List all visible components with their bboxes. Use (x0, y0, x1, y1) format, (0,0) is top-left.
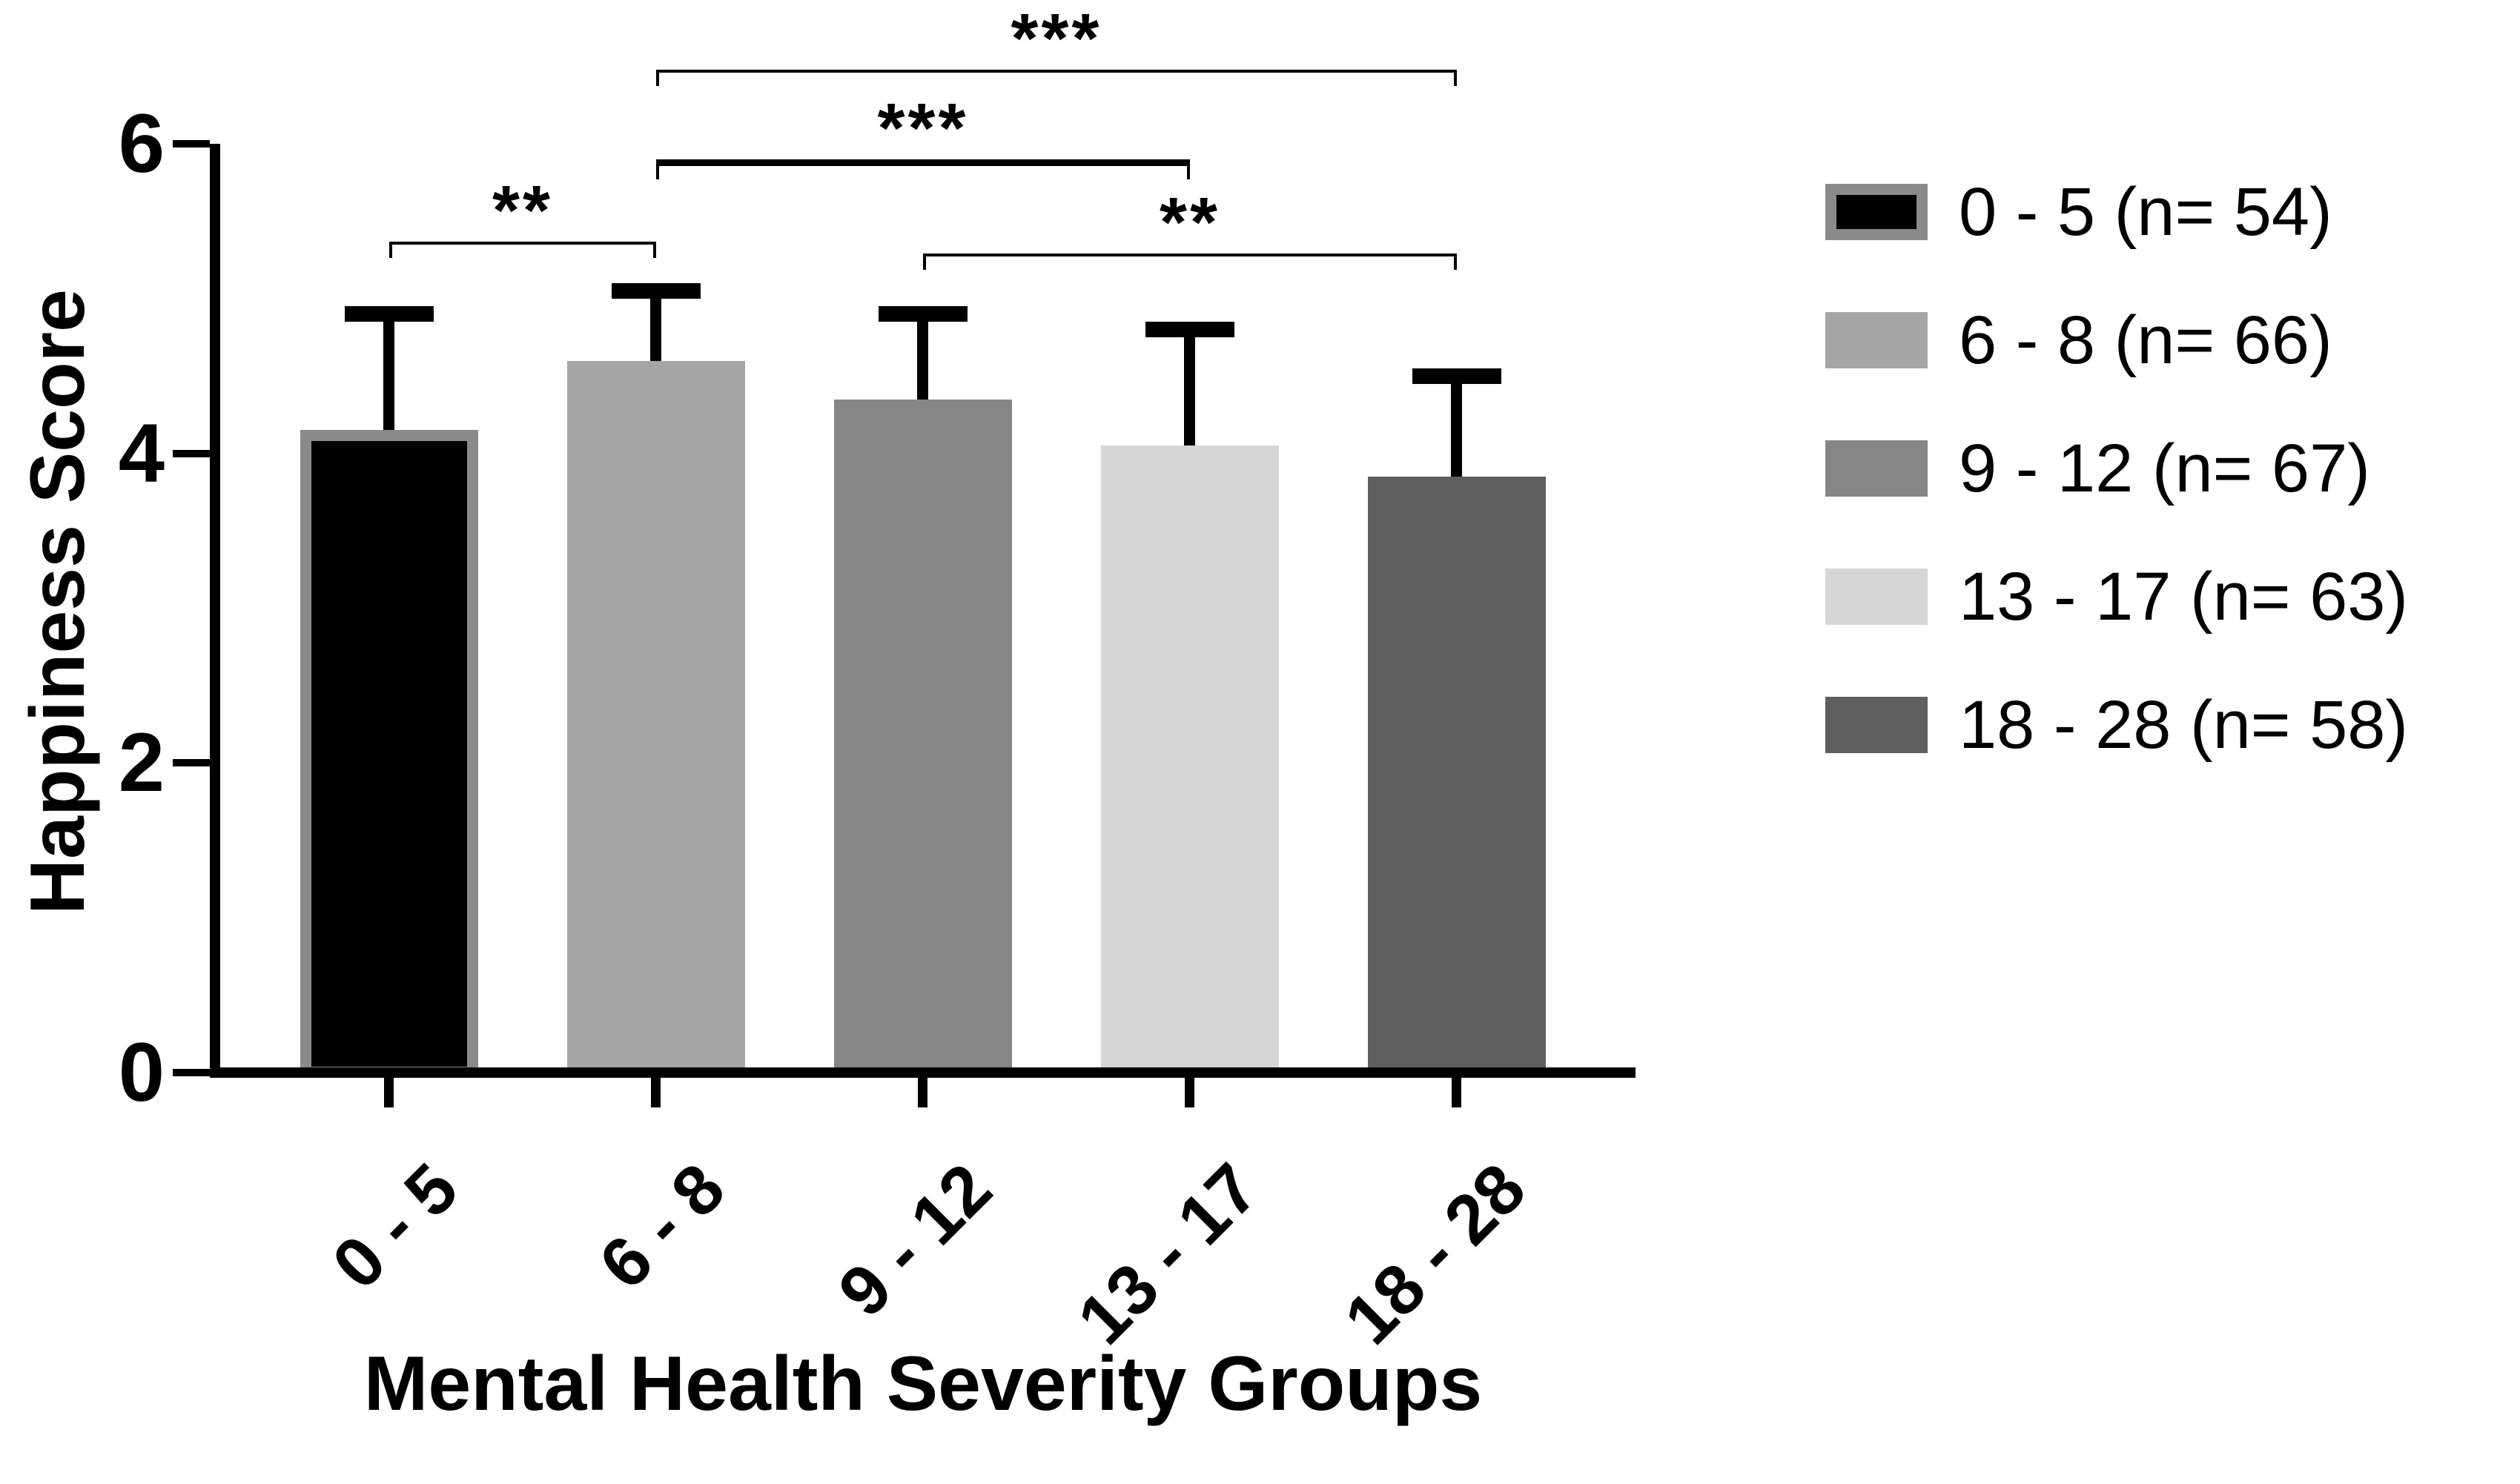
legend-swatch (1825, 312, 1928, 368)
significance-bracket-end (1454, 254, 1457, 270)
legend-swatch-fill (1836, 195, 1917, 229)
legend-label: 9 - 12 (n= 67) (1959, 431, 2370, 506)
error-bar-stem (650, 283, 661, 361)
significance-bracket-line (656, 159, 1190, 166)
error-bar-stem (1184, 322, 1195, 445)
error-bar-cap (1145, 322, 1234, 337)
legend-label: 6 - 8 (n= 66) (1959, 302, 2332, 378)
x-tick (1185, 1078, 1194, 1107)
significance-bracket-end (1454, 70, 1457, 86)
legend-swatch (1825, 569, 1928, 625)
bar (567, 361, 745, 1078)
error-bar-cap (879, 306, 968, 322)
y-tick (173, 759, 210, 766)
legend-swatch (1825, 697, 1928, 753)
significance-bracket-end (1187, 159, 1190, 179)
x-tick (1452, 1078, 1461, 1107)
bar (300, 430, 478, 1078)
bar (834, 400, 1012, 1078)
significance-bracket-line (656, 70, 1457, 73)
error-bar-cap (345, 306, 434, 322)
significance-bracket-end (656, 70, 659, 86)
legend-swatch (1825, 184, 1928, 240)
significance-bracket-end (653, 242, 656, 258)
y-tick-label: 4 (118, 407, 165, 500)
legend-label: 13 - 17 (n= 63) (1959, 559, 2409, 635)
y-axis-line (210, 144, 220, 1078)
significance-label: *** (877, 89, 969, 168)
significance-bracket-line (923, 254, 1457, 256)
significance-bracket-end (923, 254, 926, 270)
y-tick-label: 2 (118, 716, 165, 809)
x-tick (918, 1078, 927, 1107)
significance-bracket-end (389, 242, 392, 258)
y-tick (173, 450, 210, 457)
legend-swatch (1825, 440, 1928, 497)
error-bar-cap (1412, 368, 1501, 384)
y-tick-label: 0 (118, 1026, 165, 1119)
significance-label: *** (1011, 0, 1102, 78)
bar (1368, 477, 1546, 1078)
significance-label: ** (492, 171, 553, 250)
legend-label: 0 - 5 (n= 54) (1959, 174, 2332, 250)
error-bar-stem (1451, 368, 1462, 477)
significance-bracket-line (389, 242, 656, 245)
error-bar-cap (612, 283, 701, 299)
x-tick (384, 1078, 394, 1107)
error-bar-stem (383, 306, 394, 430)
x-axis-line (210, 1067, 1636, 1078)
bar (1101, 445, 1279, 1078)
legend-label: 18 - 28 (n= 58) (1959, 687, 2409, 763)
y-tick (173, 1069, 210, 1076)
y-tick-label: 6 (118, 97, 165, 190)
x-axis-title: Mental Health Severity Groups (363, 1341, 1483, 1427)
error-bar-stem (917, 306, 928, 400)
significance-label: ** (1160, 183, 1220, 262)
y-tick (173, 140, 210, 148)
x-tick (651, 1078, 661, 1107)
significance-bracket-end (656, 159, 659, 179)
